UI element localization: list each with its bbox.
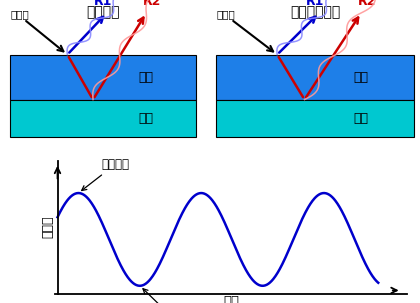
Text: 打ち消される: 打ち消される — [143, 289, 191, 303]
Text: 入射光: 入射光 — [10, 9, 29, 19]
Text: R2: R2 — [358, 0, 377, 8]
X-axis label: 波長: 波長 — [223, 295, 239, 303]
Text: 強め合う: 強め合う — [86, 5, 120, 19]
Bar — [216, 100, 414, 136]
Text: 入射光: 入射光 — [216, 9, 235, 19]
Bar — [10, 55, 196, 100]
Text: 基板: 基板 — [139, 112, 154, 125]
Text: 強め合う: 強め合う — [82, 158, 130, 191]
Text: 打ち消される: 打ち消される — [290, 5, 340, 19]
Text: R1: R1 — [94, 0, 112, 8]
Text: 基板: 基板 — [354, 112, 369, 125]
Text: 薄膜: 薄膜 — [354, 71, 369, 84]
Bar — [216, 55, 414, 100]
Bar — [10, 100, 196, 136]
Text: R2: R2 — [143, 0, 161, 8]
Text: 薄膜: 薄膜 — [139, 71, 154, 84]
Y-axis label: 反射率: 反射率 — [42, 216, 55, 238]
Text: R1: R1 — [306, 0, 324, 8]
